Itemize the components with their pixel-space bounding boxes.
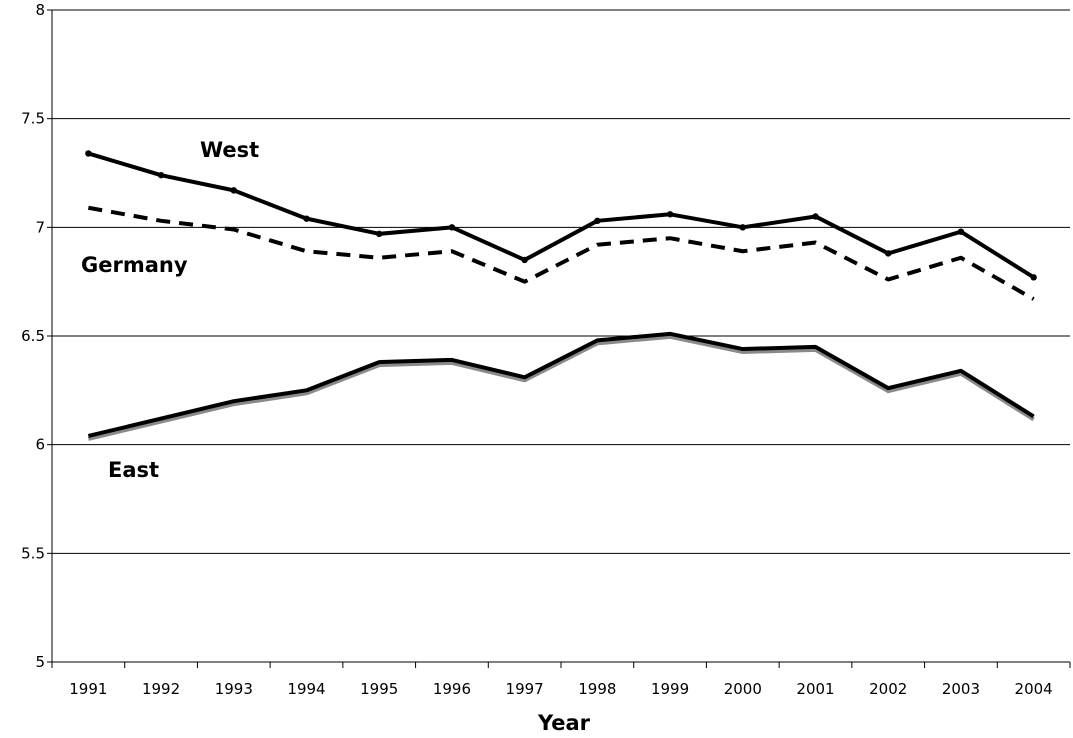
x-axis-title: Year — [537, 711, 591, 735]
data-point-west — [230, 187, 237, 194]
data-point-west — [157, 171, 165, 179]
x-tick-label: 1994 — [287, 680, 325, 698]
y-tick-label: 6 — [35, 436, 45, 454]
y-tick-label: 6.5 — [21, 327, 45, 345]
data-point-west — [85, 150, 92, 157]
x-tick-label: 2001 — [796, 680, 834, 698]
data-point-west — [812, 213, 819, 220]
series-lines — [85, 150, 1037, 441]
data-point-west — [885, 250, 892, 257]
series-label-germany: Germany — [81, 253, 188, 277]
y-tick-label: 5 — [35, 653, 45, 671]
x-tick-label: 1998 — [578, 680, 616, 698]
data-point-west — [739, 224, 746, 231]
x-tick-label: 1997 — [506, 680, 544, 698]
data-point-west — [448, 224, 456, 231]
x-tick-label: 2004 — [1015, 680, 1053, 698]
gridlines — [52, 9, 1070, 554]
data-point-west — [521, 256, 528, 264]
x-tick-label: 1992 — [142, 680, 180, 698]
series-labels: West Germany East — [81, 138, 259, 482]
x-tick-label: 2002 — [869, 680, 907, 698]
data-point-west — [376, 230, 383, 238]
y-tick-label: 7 — [35, 218, 45, 236]
series-line-germany — [88, 205, 1035, 301]
x-tick-label: 2003 — [942, 680, 980, 698]
series-label-east: East — [108, 458, 159, 482]
data-point-west — [1030, 274, 1037, 281]
x-tick-label: 1991 — [69, 680, 107, 698]
x-tick-label: 1993 — [215, 680, 253, 698]
x-tick-label: 1996 — [433, 680, 471, 698]
x-tick-label: 1999 — [651, 680, 689, 698]
data-point-west — [666, 211, 674, 218]
data-point-west — [957, 228, 965, 235]
data-point-west — [303, 215, 310, 222]
y-tick-label: 7.5 — [21, 110, 45, 128]
y-tick-label: 5.5 — [21, 544, 45, 562]
x-tick-label: 1995 — [360, 680, 398, 698]
series-label-west: West — [200, 138, 259, 162]
axes — [47, 9, 1071, 668]
x-tick-label: 2000 — [724, 680, 762, 698]
series-shadow-east — [87, 334, 1035, 441]
data-point-west — [594, 217, 601, 225]
series-line-west — [87, 151, 1035, 280]
tick-labels: 5 5.5 6 6.5 7 7.5 8 1991 1992 1993 1994 1995 1996 199… — [21, 1, 1053, 698]
series-line-east — [87, 331, 1035, 438]
y-tick-label: 8 — [35, 1, 45, 19]
